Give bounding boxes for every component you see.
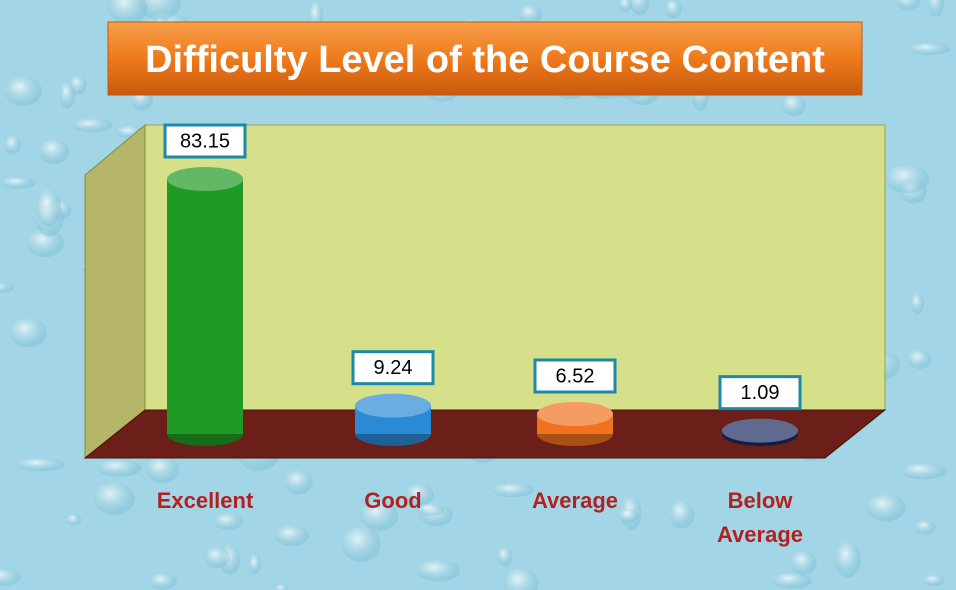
bubble: [0, 282, 15, 293]
x-tick-label: Below Average: [716, 488, 803, 547]
bubble: [248, 554, 262, 575]
bubble: [416, 503, 445, 516]
bubble: [405, 483, 434, 506]
bubble: [72, 118, 113, 133]
bar: [537, 402, 613, 446]
value-label: 1.09: [741, 382, 780, 404]
bubble: [66, 513, 82, 526]
bubble: [781, 94, 806, 117]
bubble: [59, 82, 76, 109]
bubble: [772, 572, 812, 589]
bubble: [36, 188, 61, 227]
bubble: [275, 583, 288, 590]
bar-top: [537, 402, 613, 427]
value-label-box: [163, 123, 247, 159]
bubble: [341, 526, 381, 563]
bubble: [17, 457, 66, 472]
bars: 83.15 9.24 6.52 1.09: [163, 123, 802, 446]
bubble: [138, 0, 181, 21]
bubble: [148, 573, 177, 590]
bubble: [910, 293, 924, 314]
bubble: [915, 519, 936, 535]
bubble: [900, 463, 947, 480]
value-label: 6.52: [556, 365, 595, 387]
bubble: [518, 4, 542, 25]
bubble: [108, 0, 148, 25]
value-label-box: [533, 358, 617, 394]
bubble: [497, 546, 513, 567]
bubble: [885, 164, 930, 194]
x-tick-label: Excellent: [156, 488, 254, 513]
value-label: 9.24: [374, 357, 413, 379]
bubble: [284, 469, 313, 495]
bubble: [834, 541, 861, 578]
bubble: [0, 568, 21, 586]
bubble: [908, 42, 951, 55]
floor: [83, 409, 887, 459]
bubble: [39, 139, 70, 164]
bubble: [907, 349, 932, 370]
bubble: [669, 500, 695, 529]
value-label: 83.15: [180, 130, 230, 152]
bubble: [213, 513, 243, 530]
bubble: [618, 508, 639, 523]
bar: [355, 393, 431, 446]
bubble: [93, 482, 135, 515]
bubble: [97, 459, 142, 477]
bubble: [923, 574, 945, 587]
bar-top: [167, 167, 243, 191]
bubble: [27, 229, 64, 258]
value-label-box: [351, 350, 435, 386]
bubble: [4, 135, 22, 155]
chart-title: Difficulty Level of the Course Content: [145, 39, 825, 81]
bubble: [503, 567, 539, 590]
bubble: [928, 0, 944, 17]
bubble: [630, 0, 650, 16]
bubble: [896, 0, 920, 11]
bar-body: [167, 179, 243, 434]
value-label-box: [718, 375, 802, 411]
bubble: [1, 176, 36, 189]
bubble: [619, 0, 632, 13]
bubble: [9, 317, 47, 348]
x-tick-label: Good: [364, 488, 422, 513]
bubble: [204, 546, 230, 569]
x-tick-label: Average: [531, 488, 618, 513]
bubble: [4, 76, 43, 106]
bar-top: [722, 418, 798, 443]
bubble: [866, 493, 906, 522]
side-wall: [84, 123, 146, 460]
bubble: [665, 0, 682, 19]
bar: [167, 167, 243, 446]
bubble: [492, 483, 535, 498]
bubble: [416, 559, 461, 582]
bubble: [360, 500, 399, 531]
bubble: [275, 524, 309, 547]
bar-top: [355, 393, 431, 418]
bubble: [146, 456, 179, 483]
title-box: [107, 21, 863, 96]
bubble: [790, 550, 817, 575]
bar: [722, 418, 798, 446]
back-wall: [144, 124, 886, 411]
